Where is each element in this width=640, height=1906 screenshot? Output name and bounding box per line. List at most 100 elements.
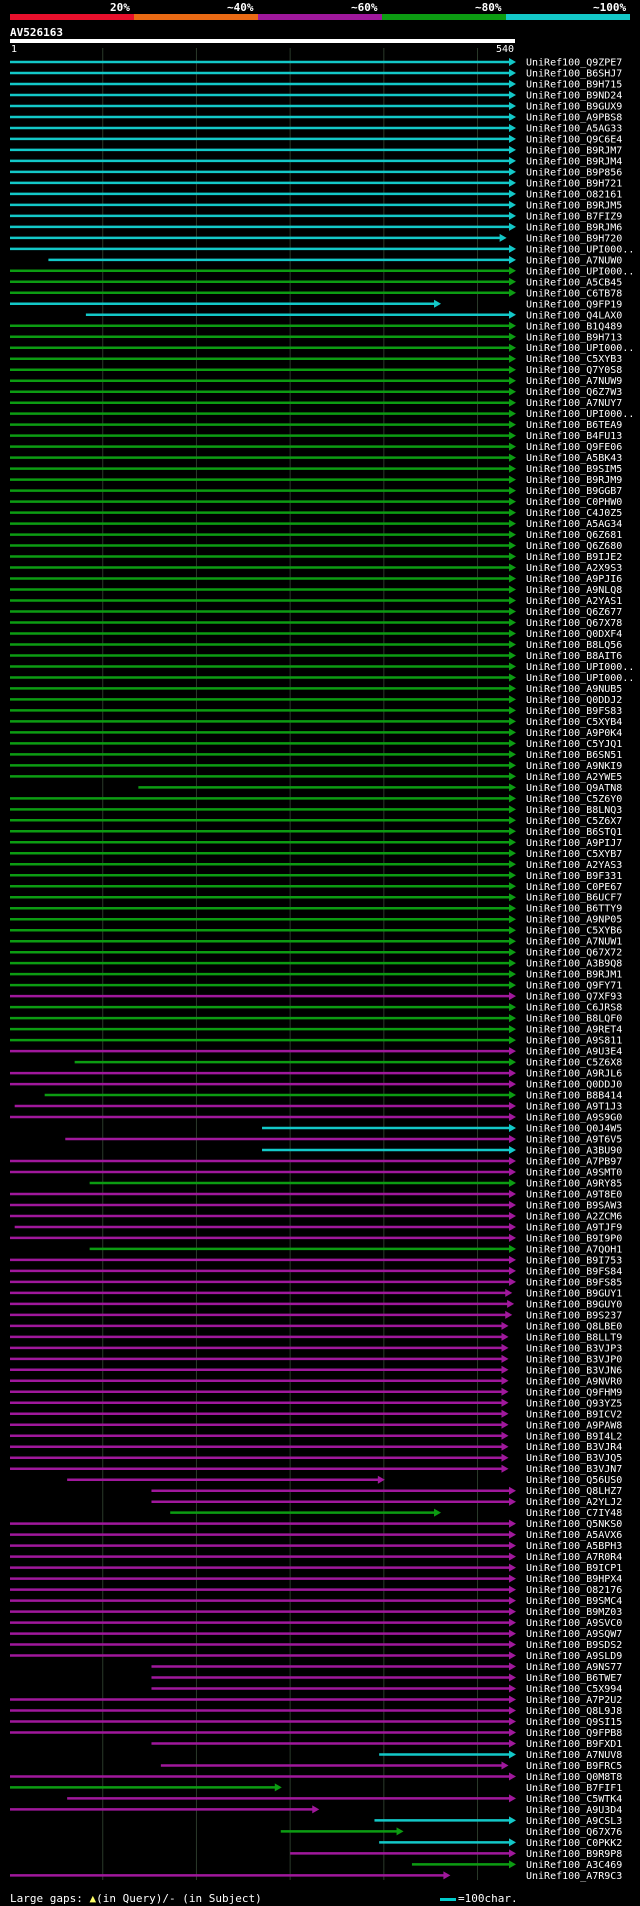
hit-row[interactable]: UniRef100_B9SAW3 — [10, 1200, 622, 1211]
hit-row[interactable]: UniRef100_B3VJP3 — [10, 1343, 622, 1354]
hit-name[interactable]: UniRef100_A9U3D4 — [526, 1805, 622, 1816]
hit-row[interactable]: UniRef100_C5XYB7 — [10, 849, 622, 860]
hit-row[interactable]: UniRef100_B8LLT9 — [10, 1332, 622, 1343]
hit-row[interactable]: UniRef100_B9SIM5 — [10, 464, 622, 475]
hit-name[interactable]: UniRef100_Q9SI15 — [526, 1717, 622, 1728]
hit-row[interactable]: UniRef100_Q67X76 — [280, 1827, 623, 1838]
hit-row[interactable]: UniRef100_C6TB78 — [10, 288, 622, 299]
hit-row[interactable]: UniRef100_A7NUV8 — [379, 1750, 622, 1761]
hit-row[interactable]: UniRef100_UPI000.. — [10, 673, 634, 684]
hit-name[interactable]: UniRef100_C5XYB6 — [526, 926, 622, 937]
hit-row[interactable]: UniRef100_A7R9C3 — [10, 1871, 622, 1882]
hit-name[interactable]: UniRef100_B3VJP3 — [526, 1343, 622, 1354]
hit-name[interactable]: UniRef100_A2ZCM6 — [526, 1211, 622, 1222]
hit-row[interactable]: UniRef100_B9H715 — [10, 79, 622, 90]
hit-name[interactable]: UniRef100_A7QOH1 — [526, 1244, 622, 1255]
hit-name[interactable]: UniRef100_A9T8E0 — [526, 1189, 622, 1200]
hit-row[interactable]: UniRef100_C0PHW0 — [10, 497, 622, 508]
hit-name[interactable]: UniRef100_Q67X72 — [526, 948, 622, 959]
hit-row[interactable]: UniRef100_C5Z6X8 — [74, 1058, 623, 1069]
hit-name[interactable]: UniRef100_A7NUW9 — [526, 376, 622, 387]
hit-name[interactable]: UniRef100_A9CSL3 — [526, 1816, 622, 1827]
hit-name[interactable]: UniRef100_A9SLD9 — [526, 1651, 622, 1662]
hit-name[interactable]: UniRef100_B3VJN7 — [526, 1464, 622, 1475]
hit-row[interactable]: UniRef100_Q4LAX0 — [85, 310, 622, 321]
hit-name[interactable]: UniRef100_B9H721 — [526, 178, 622, 189]
hit-name[interactable]: UniRef100_Q8LBE0 — [526, 1321, 622, 1332]
hit-name[interactable]: UniRef100_B7FIF1 — [526, 1783, 622, 1794]
hit-row[interactable]: UniRef100_B6TWE7 — [151, 1673, 622, 1684]
hit-name[interactable]: UniRef100_B8LLT9 — [526, 1332, 622, 1343]
hit-name[interactable]: UniRef100_B9RJM4 — [526, 156, 622, 167]
hit-row[interactable]: UniRef100_O82176 — [10, 1585, 622, 1596]
hit-name[interactable]: UniRef100_A7NUW0 — [526, 255, 622, 266]
hit-name[interactable]: UniRef100_Q6Z681 — [526, 530, 622, 541]
hit-name[interactable]: UniRef100_B6UCF7 — [526, 893, 622, 904]
hit-row[interactable]: UniRef100_A5BK43 — [10, 453, 622, 464]
hit-row[interactable]: UniRef100_Q8LBE0 — [10, 1321, 622, 1332]
hit-name[interactable]: UniRef100_A9S811 — [526, 1036, 622, 1047]
hit-name[interactable]: UniRef100_B9F331 — [526, 871, 622, 882]
hit-name[interactable]: UniRef100_A9T1J3 — [526, 1102, 622, 1113]
hit-row[interactable]: UniRef100_A2X9S3 — [10, 563, 622, 574]
hit-name[interactable]: UniRef100_C5XYB7 — [526, 849, 622, 860]
hit-row[interactable]: UniRef100_Q67X72 — [10, 948, 622, 959]
hit-row[interactable]: UniRef100_Q0DXF4 — [10, 629, 622, 640]
hit-row[interactable]: UniRef100_Q7XF93 — [10, 992, 622, 1003]
hit-row[interactable]: UniRef100_A9PBS8 — [10, 112, 622, 123]
hit-name[interactable]: UniRef100_A2YWE5 — [526, 772, 622, 783]
hit-name[interactable]: UniRef100_C5XYB4 — [526, 717, 622, 728]
hit-name[interactable]: UniRef100_A9S9G0 — [526, 1113, 622, 1124]
hit-name[interactable]: UniRef100_A7R9C3 — [526, 1871, 622, 1882]
hit-name[interactable]: UniRef100_B9I4L2 — [526, 1431, 622, 1442]
hit-name[interactable]: UniRef100_Q9FP19 — [526, 299, 622, 310]
hit-row[interactable]: UniRef100_B6SHJ7 — [10, 68, 622, 79]
hit-name[interactable]: UniRef100_A3C469 — [526, 1860, 622, 1871]
hit-name[interactable]: UniRef100_UPI000.. — [526, 409, 634, 420]
hit-name[interactable]: UniRef100_B9GUX9 — [526, 101, 622, 112]
hit-row[interactable]: UniRef100_A7R0R4 — [10, 1552, 622, 1563]
hit-name[interactable]: UniRef100_B9S237 — [526, 1310, 622, 1321]
hit-name[interactable]: UniRef100_A9PBS8 — [526, 112, 622, 123]
hit-row[interactable]: UniRef100_B9FS85 — [10, 1277, 622, 1288]
hit-name[interactable]: UniRef100_A7R0R4 — [526, 1552, 622, 1563]
hit-row[interactable]: UniRef100_Q9FP19 — [10, 299, 622, 310]
hit-row[interactable]: UniRef100_A7PB97 — [10, 1157, 622, 1168]
hit-row[interactable]: UniRef100_B4FU13 — [10, 431, 622, 442]
hit-row[interactable]: UniRef100_B9RJM4 — [10, 156, 622, 167]
hit-name[interactable]: UniRef100_A9RJL6 — [526, 1069, 622, 1080]
hit-name[interactable]: UniRef100_B9I753 — [526, 1255, 622, 1266]
hit-row[interactable]: UniRef100_A9S9G0 — [10, 1113, 622, 1124]
hit-name[interactable]: UniRef100_UPI000.. — [526, 266, 634, 277]
hit-name[interactable]: UniRef100_A9SQW7 — [526, 1629, 622, 1640]
hit-row[interactable]: UniRef100_UPI000.. — [10, 266, 634, 277]
hit-row[interactable]: UniRef100_B6TEA9 — [10, 420, 622, 431]
hit-row[interactable]: UniRef100_A5AVX6 — [10, 1530, 622, 1541]
hit-row[interactable]: UniRef100_B3VJP0 — [10, 1354, 622, 1365]
hit-row[interactable]: UniRef100_A7QOH1 — [89, 1244, 623, 1255]
hit-name[interactable]: UniRef100_A9NUB5 — [526, 684, 622, 695]
hit-name[interactable]: UniRef100_Q0DDJ2 — [526, 695, 622, 706]
hit-name[interactable]: UniRef100_Q9ZPE7 — [526, 58, 622, 69]
hit-name[interactable]: UniRef100_B6STQ1 — [526, 827, 622, 838]
hit-row[interactable]: UniRef100_A9NVR0 — [10, 1376, 622, 1387]
hit-name[interactable]: UniRef100_Q5NKS0 — [526, 1519, 622, 1530]
hit-row[interactable]: UniRef100_A5AG33 — [10, 123, 622, 134]
hit-row[interactable]: UniRef100_UPI000.. — [10, 343, 634, 354]
hit-row[interactable]: UniRef100_B1Q489 — [10, 321, 622, 332]
hit-row[interactable]: UniRef100_A3B9Q8 — [10, 959, 622, 970]
hit-row[interactable]: UniRef100_B6SN51 — [10, 750, 622, 761]
hit-name[interactable]: UniRef100_B9FS85 — [526, 1277, 622, 1288]
hit-name[interactable]: UniRef100_Q6Z7W3 — [526, 387, 622, 398]
hit-row[interactable]: UniRef100_Q9FHM9 — [10, 1387, 622, 1398]
hit-row[interactable]: UniRef100_A3C469 — [411, 1860, 622, 1871]
hit-row[interactable]: UniRef100_A7NUW0 — [48, 255, 622, 266]
hit-row[interactable]: UniRef100_Q8LHZ7 — [151, 1486, 622, 1497]
hit-row[interactable]: UniRef100_Q0DDJ2 — [10, 695, 622, 706]
hit-name[interactable]: UniRef100_B9RJM7 — [526, 145, 622, 156]
hit-name[interactable]: UniRef100_C5X994 — [526, 1684, 622, 1695]
hit-row[interactable]: UniRef100_B9S237 — [10, 1310, 622, 1321]
hit-name[interactable]: UniRef100_A7NUY7 — [526, 398, 622, 409]
hit-row[interactable]: UniRef100_A7NUW1 — [10, 937, 622, 948]
hit-name[interactable]: UniRef100_B9SAW3 — [526, 1200, 622, 1211]
